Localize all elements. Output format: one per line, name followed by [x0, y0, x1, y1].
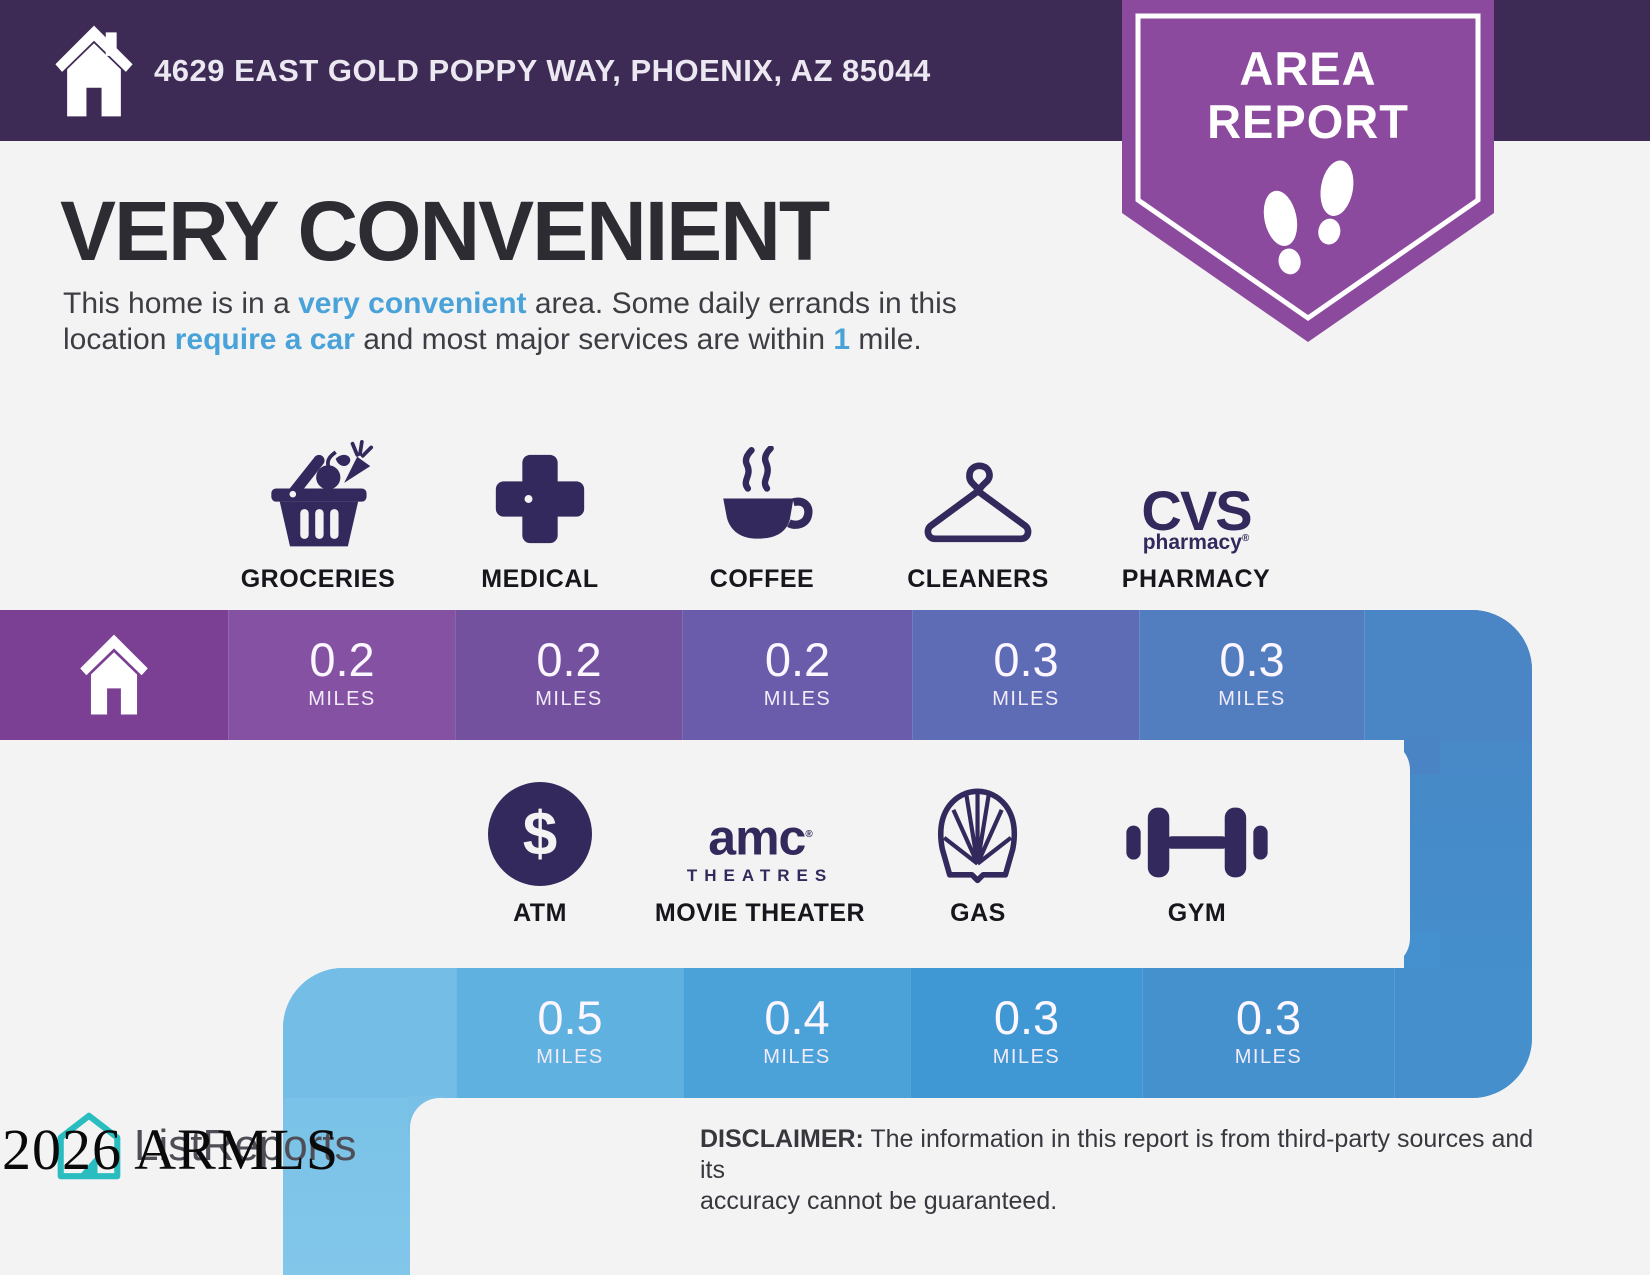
logo-house-icon	[57, 1112, 121, 1180]
armls-watermark: 2026 ARMLS	[2, 1117, 340, 1182]
distance-cell-movie-theater: 0.4 MILES	[683, 968, 910, 1098]
amenity-label: MOVIE THEATER	[654, 899, 866, 927]
distance-unit: MILES	[992, 688, 1060, 710]
distance-value: 0.5	[537, 991, 603, 1044]
amenity-label: ATM	[513, 899, 567, 927]
bar2-end-curve	[1394, 968, 1532, 1098]
amenity-movie-theater: amc® THEATRES MOVIE THEATER	[650, 752, 870, 928]
distance-value: 0.3	[1235, 991, 1302, 1044]
amc-theatres-text: THEATRES	[686, 866, 834, 885]
listreports-logo: ListReports	[56, 1108, 357, 1184]
badge-line2: REPORT	[1207, 95, 1409, 148]
corner-filler	[1404, 932, 1440, 968]
distance-unit: MILES	[535, 688, 603, 710]
coffee-cup-icon	[705, 446, 819, 552]
groceries-basket-icon	[257, 440, 379, 552]
intro-description: This home is in a very convenient area. …	[63, 287, 957, 356]
distance-cell-medical: 0.2 MILES	[455, 610, 682, 740]
distance-value: 0.2	[309, 633, 375, 686]
distance-cell-pharmacy: 0.3 MILES	[1139, 610, 1364, 740]
bar1-end-curve	[1364, 610, 1532, 740]
page-title: VERY CONVENIENT	[60, 184, 830, 278]
badge-line1: AREA	[1239, 42, 1377, 95]
distance-unit: MILES	[1218, 688, 1286, 710]
amenity-cleaners: CLEANERS	[868, 402, 1088, 594]
distance-unit: MILES	[1234, 1046, 1303, 1068]
amenity-label: COFFEE	[709, 565, 815, 593]
cvs-pharmacy-text: pharmacy®	[1142, 531, 1250, 555]
footprints-icon	[1263, 160, 1354, 275]
amc-theatres-logo: amc® THEATRES	[687, 813, 833, 886]
amenity-label: PHARMACY	[1121, 565, 1271, 593]
cvs-pharmacy-logo: CVS pharmacy®	[1141, 478, 1252, 555]
house-icon	[80, 634, 148, 715]
corner-filler	[1404, 738, 1440, 774]
bar2-start-curve	[283, 968, 456, 1098]
amenity-groceries: GROCERIES	[208, 402, 428, 594]
medical-cross-icon	[487, 446, 593, 552]
badge-title: AREA REPORT	[1122, 42, 1494, 148]
amenity-gas: GAS	[868, 752, 1088, 928]
area-report-badge: AREA REPORT	[1122, 0, 1494, 342]
distance-unit: MILES	[763, 1046, 831, 1068]
distance-value: 0.4	[764, 991, 830, 1044]
distance-cell-groceries: 0.2 MILES	[228, 610, 455, 740]
amenity-label: GYM	[1167, 899, 1227, 927]
amenity-coffee: COFFEE	[652, 402, 872, 594]
distance-unit: MILES	[992, 1046, 1061, 1068]
logo-text: ListReports	[134, 1121, 357, 1170]
distance-value: 0.3	[1219, 633, 1285, 686]
distance-cell-coffee: 0.2 MILES	[682, 610, 912, 740]
distance-bar-1: 0.2 MILES 0.2 MILES 0.2 MILES 0.3 MILES …	[0, 610, 1532, 740]
icons-row2-panel	[0, 740, 1410, 968]
shell-logo-icon	[920, 782, 1036, 886]
distance-value: 0.2	[764, 633, 831, 686]
amenity-atm: $ ATM	[430, 752, 650, 928]
amenity-medical: MEDICAL	[430, 402, 650, 594]
distance-unit: MILES	[536, 1046, 604, 1068]
dumbbell-icon	[1121, 800, 1273, 886]
distance-cell-gym: 0.3 MILES	[1142, 968, 1394, 1098]
amenity-label: GAS	[950, 899, 1006, 927]
amenity-gym: GYM	[1087, 752, 1307, 928]
distance-unit: MILES	[763, 688, 832, 710]
home-icon	[55, 25, 133, 117]
dollar-circle-icon: $	[488, 782, 592, 886]
cvs-wordmark: CVS	[1141, 478, 1252, 542]
distance-bar-2: 0.5 MILES 0.4 MILES 0.3 MILES 0.3 MILES	[283, 968, 1532, 1098]
home-cell	[0, 610, 228, 740]
amenity-label: CLEANERS	[907, 565, 1049, 593]
dollar-sign: $	[522, 799, 558, 869]
disclaimer-text: DISCLAIMER: The information in this repo…	[700, 1125, 1534, 1215]
footer-panel	[410, 1098, 1650, 1275]
distance-value: 0.3	[993, 991, 1060, 1044]
distance-cell-cleaners: 0.3 MILES	[912, 610, 1139, 740]
amc-wordmark: amc®	[708, 810, 813, 866]
distance-value: 0.2	[536, 633, 602, 686]
property-address: 4629 EAST GOLD POPPY WAY, PHOENIX, AZ 85…	[154, 52, 931, 88]
distance-unit: MILES	[308, 688, 376, 710]
amenity-label: MEDICAL	[481, 565, 599, 593]
distance-cell-atm: 0.5 MILES	[456, 968, 683, 1098]
clothes-hanger-icon	[916, 456, 1040, 552]
badge-ribbon-shape	[1122, 0, 1494, 342]
amenity-pharmacy: CVS pharmacy® PHARMACY	[1086, 402, 1306, 594]
distance-cell-gas: 0.3 MILES	[910, 968, 1142, 1098]
distance-value: 0.3	[993, 633, 1059, 686]
amenity-label: GROCERIES	[240, 565, 396, 593]
